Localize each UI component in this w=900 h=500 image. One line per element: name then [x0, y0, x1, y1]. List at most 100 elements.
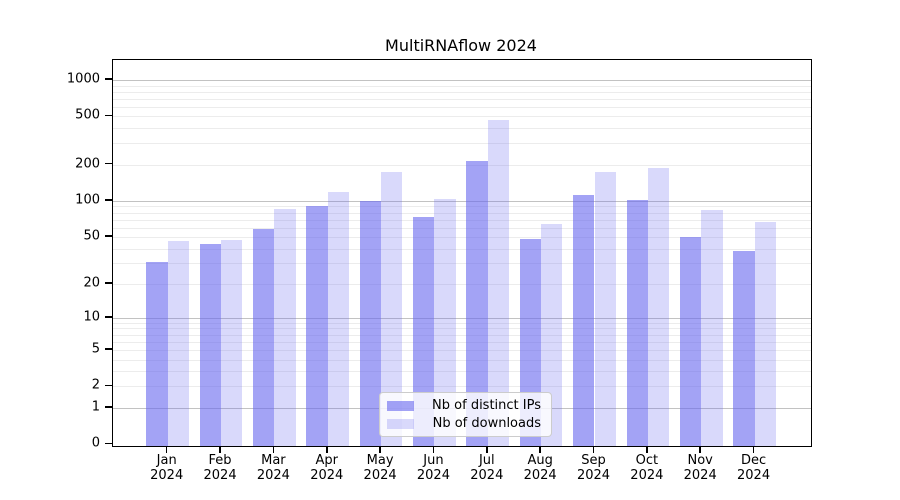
gridline-minor — [113, 143, 811, 145]
x-tick — [486, 446, 488, 453]
bar-downloads — [381, 171, 403, 446]
plot-area — [112, 59, 812, 447]
chart-title: MultiRNAflow 2024 — [385, 36, 537, 55]
bar-downloads — [754, 221, 776, 446]
y-tick-label: 1000 — [66, 71, 100, 87]
legend-item-distinct-ips: Nb of distinct IPs — [387, 398, 541, 413]
gridline-minor — [113, 212, 811, 214]
bar-distinct-ips — [146, 261, 168, 446]
y-tick — [105, 282, 112, 284]
x-tick-label: Jan 2024 — [150, 453, 184, 483]
y-tick-label: 0 — [91, 435, 100, 451]
x-tick-label: Mar 2024 — [256, 453, 290, 483]
x-tick-label: May 2024 — [363, 453, 397, 483]
bar-downloads — [167, 241, 190, 446]
gridline-minor — [113, 349, 811, 351]
y-tick — [105, 406, 112, 408]
x-tick — [165, 446, 168, 453]
x-tick-label: Jun 2024 — [416, 453, 450, 483]
y-tick-label: 5 — [91, 341, 100, 357]
gridline-minor — [113, 128, 811, 130]
y-tick — [105, 348, 112, 350]
gridline-minor — [113, 227, 811, 229]
legend: Nb of distinct IPs Nb of downloads — [379, 392, 552, 437]
y-tick-label: 2 — [91, 377, 100, 393]
x-tick — [379, 446, 381, 453]
bar-downloads — [541, 224, 563, 446]
x-tick — [326, 446, 328, 453]
x-tick-label: Jul 2024 — [470, 453, 504, 483]
legend-label-downloads: Nb of downloads — [432, 416, 541, 431]
y-tick-label: 1 — [91, 399, 100, 415]
bar-distinct-ips — [679, 237, 702, 446]
gridline-minor — [113, 164, 811, 166]
bar-distinct-ips — [466, 160, 488, 446]
x-tick — [752, 446, 755, 453]
bar-distinct-ips — [413, 217, 435, 446]
bar-downloads — [701, 210, 723, 446]
gridline-minor — [113, 328, 811, 330]
gridline-minor — [113, 263, 811, 265]
gridline-minor — [113, 334, 811, 336]
bar-distinct-ips — [199, 243, 222, 446]
bar-downloads — [594, 171, 616, 446]
x-tick-label: Feb 2024 — [203, 453, 237, 483]
bar-downloads — [434, 198, 456, 446]
gridline-major — [113, 317, 811, 319]
gridline-minor — [113, 85, 811, 87]
gridline-minor — [113, 116, 811, 118]
x-tick-label: Dec 2024 — [737, 453, 771, 483]
gridline-minor — [113, 371, 811, 373]
bar-downloads — [327, 192, 350, 446]
y-tick-label: 20 — [83, 275, 100, 291]
x-tick-label: Nov 2024 — [683, 453, 717, 483]
gridline-major — [113, 200, 811, 202]
y-tick-label: 50 — [83, 228, 100, 244]
gridline-minor — [113, 219, 811, 221]
bar-distinct-ips — [306, 206, 328, 446]
x-tick — [539, 446, 541, 453]
gridline-minor — [113, 206, 811, 208]
y-tick — [105, 235, 112, 237]
bar-distinct-ips — [733, 251, 755, 446]
x-tick-label: Oct 2024 — [630, 453, 664, 483]
bar-downloads — [274, 209, 296, 446]
x-tick-label: Aug 2024 — [523, 453, 557, 483]
bar-distinct-ips — [359, 200, 382, 446]
gridline-minor — [113, 322, 811, 324]
gridline-minor — [113, 91, 811, 93]
y-tick — [105, 316, 112, 318]
bar-downloads — [487, 119, 510, 446]
gridline-minor — [113, 248, 811, 250]
bar-distinct-ips — [573, 195, 595, 446]
bar-downloads — [221, 240, 243, 446]
x-tick-label: Sep 2024 — [576, 453, 611, 483]
bar-distinct-ips — [253, 229, 275, 446]
x-tick — [592, 446, 595, 453]
gridline-minor — [113, 359, 811, 361]
y-tick — [105, 162, 112, 165]
x-tick — [646, 446, 648, 453]
gridline-minor — [113, 341, 811, 343]
y-tick-label: 100 — [75, 192, 100, 208]
gridline-minor — [113, 236, 811, 238]
y-tick — [105, 78, 112, 80]
legend-item-downloads: Nb of downloads — [387, 416, 541, 431]
x-tick — [699, 446, 701, 453]
gridline-minor — [113, 283, 811, 285]
gridline-minor — [113, 386, 811, 388]
x-tick-label: Apr 2024 — [310, 453, 344, 483]
y-tick — [105, 384, 112, 387]
gridline-major — [113, 79, 811, 81]
y-tick — [105, 199, 112, 201]
bar-downloads — [647, 167, 670, 446]
legend-label-distinct-ips: Nb of distinct IPs — [432, 398, 541, 413]
bar-distinct-ips — [626, 200, 648, 446]
x-tick — [432, 446, 435, 453]
x-tick — [219, 446, 221, 453]
gridline-minor — [113, 106, 811, 108]
legend-swatch-distinct-ips — [387, 400, 414, 411]
legend-swatch-downloads — [387, 418, 414, 429]
gridline-minor — [113, 98, 811, 100]
